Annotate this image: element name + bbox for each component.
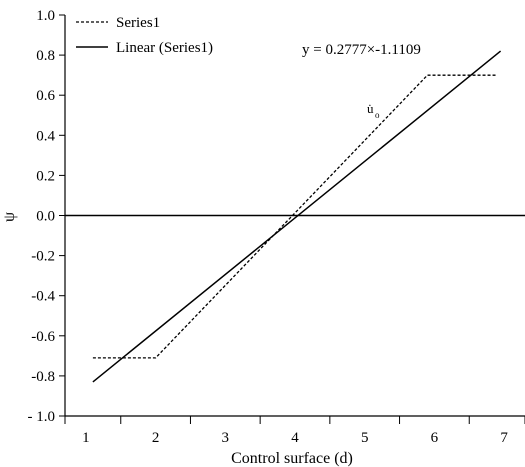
y-tick-label: 0.4	[36, 128, 55, 144]
y-tick-label: -0.6	[31, 329, 55, 345]
y-tick-label: - 1.0	[28, 409, 56, 425]
x-tick-label: 1	[82, 430, 90, 446]
y-tick-label: 0.6	[36, 88, 55, 104]
x-axis-title: Control surface (d)	[231, 450, 353, 467]
trendline-equation: y = 0.2777×-1.1109	[302, 42, 421, 58]
series1-line	[92, 74, 498, 359]
x-tick-label: 4	[291, 430, 299, 446]
x-tick-label: 3	[222, 430, 230, 446]
y-axis-title: ψ	[1, 212, 18, 222]
y-tick-label: 0.0	[36, 209, 55, 225]
y-tick-label: -0.2	[31, 249, 55, 265]
x-tick-label: 6	[431, 430, 439, 446]
linear-trendline	[92, 50, 502, 383]
y-tick-label: 0.8	[36, 48, 55, 64]
series-layer	[65, 50, 525, 383]
legend-label-linear: Linear (Series1)	[116, 40, 213, 56]
series-annotation-label: u̇ o	[367, 101, 380, 120]
annotation-main: u̇	[367, 101, 374, 116]
y-axis: 1.0 0.8 0.6 0.4 0.2 0.0 -0.2 -0.4 -0.6 -0.8 - 1.0	[28, 8, 65, 425]
legend: Series1 Linear (Series1)	[76, 15, 213, 56]
legend-label-series1: Series1	[116, 15, 160, 31]
y-tick-label: -0.4	[31, 289, 55, 305]
y-tick-label: 1.0	[36, 8, 55, 24]
x-tick-label: 5	[361, 430, 369, 446]
x-tick-label: 2	[152, 430, 160, 446]
x-tick-label: 7	[500, 430, 508, 446]
y-tick-label: -0.8	[31, 369, 55, 385]
x-axis: 1 2 3 4 5 6 7	[64, 416, 525, 446]
y-tick-label: 0.2	[36, 168, 55, 184]
annotation-subscript: o	[375, 110, 380, 120]
